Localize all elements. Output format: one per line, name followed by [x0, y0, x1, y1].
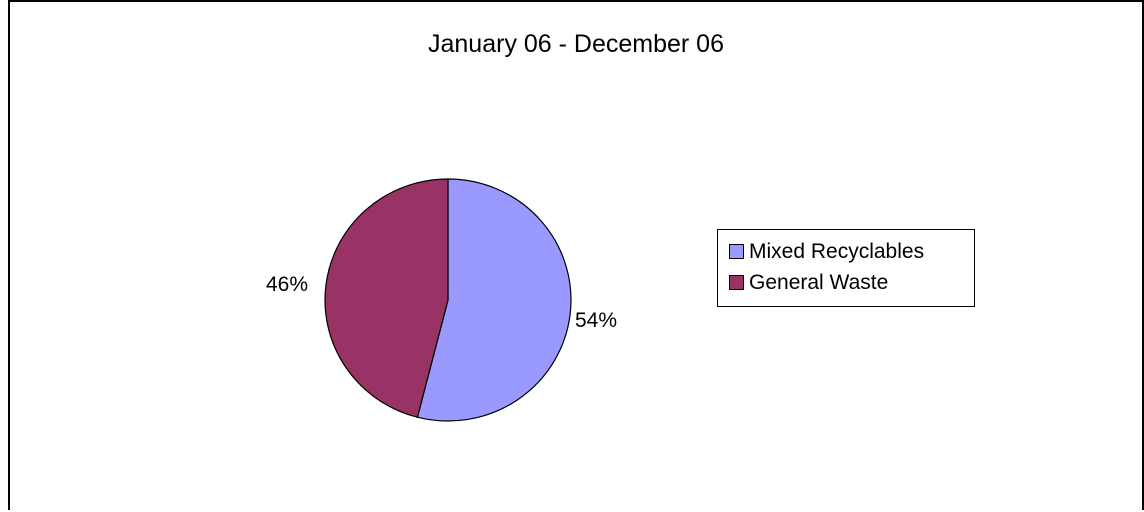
legend-label-general-waste: General Waste — [749, 270, 889, 294]
legend-item-mixed-recyclables: Mixed Recyclables — [729, 236, 974, 267]
data-label-mixed-recyclables: 54% — [575, 309, 618, 332]
legend-label-mixed-recyclables: Mixed Recyclables — [749, 239, 925, 263]
legend-swatch-mixed-recyclables — [729, 244, 744, 259]
legend: Mixed Recyclables General Waste — [717, 229, 975, 307]
pie-slice-general-waste — [324, 178, 449, 418]
chart-title: January 06 - December 06 — [428, 30, 724, 58]
legend-item-general-waste: General Waste — [729, 267, 974, 298]
chart-area: January 06 - December 06 54% 46% Mixed R… — [8, 0, 1144, 510]
pie-slice-mixed-recyclables — [416, 178, 572, 422]
pie-chart — [324, 178, 572, 422]
legend-swatch-general-waste — [729, 275, 744, 290]
data-label-general-waste: 46% — [266, 273, 309, 296]
